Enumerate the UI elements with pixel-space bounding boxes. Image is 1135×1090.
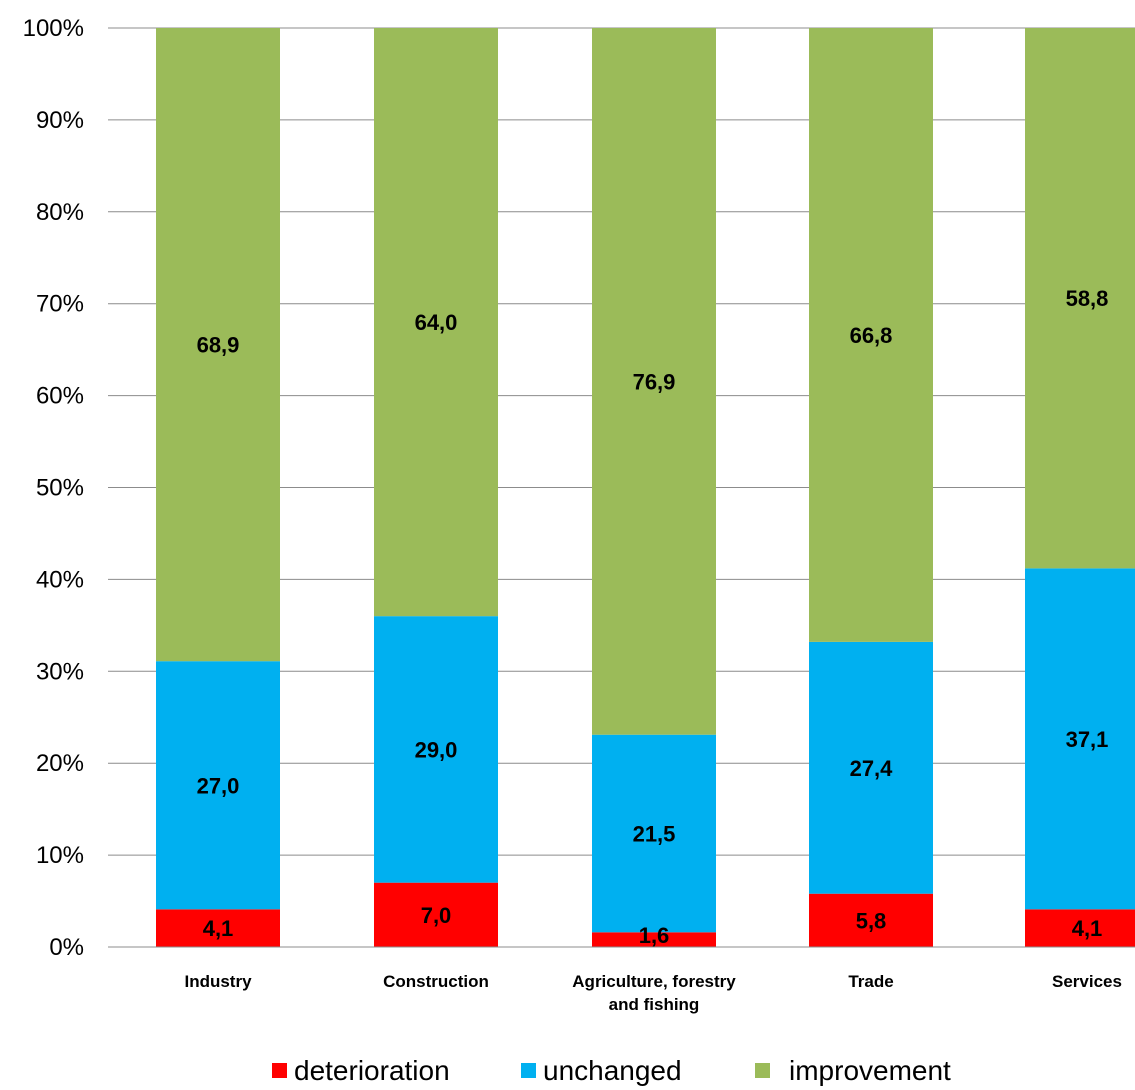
data-label-unchanged: 29,0 — [415, 737, 458, 762]
bars — [156, 28, 1135, 947]
x-axis-category-labels: Industry Construction Agriculture, forestr… — [184, 972, 1122, 1014]
data-label-unchanged: 37,1 — [1066, 727, 1109, 752]
data-label-improvement: 64,0 — [415, 310, 458, 335]
y-tick-label: 100% — [23, 15, 84, 42]
y-tick-label: 90% — [36, 107, 84, 134]
data-label-deterioration: 7,0 — [421, 903, 452, 928]
bar-segment-improvement — [374, 28, 498, 617]
y-tick-label: 0% — [49, 934, 84, 961]
y-tick-label: 20% — [36, 750, 84, 777]
data-label-improvement: 66,8 — [850, 323, 893, 348]
bar-segment-improvement — [809, 28, 933, 642]
x-category-label: Trade — [848, 972, 893, 991]
bar-segment-deterioration — [592, 932, 716, 947]
y-tick-label: 30% — [36, 658, 84, 685]
bar-segment-unchanged — [592, 734, 716, 933]
bar-segment-unchanged — [156, 661, 280, 910]
x-category-label: Services — [1052, 972, 1122, 991]
bar-segment-improvement — [1025, 28, 1135, 569]
data-label-unchanged: 21,5 — [633, 822, 676, 847]
data-label-deterioration: 4,1 — [1072, 916, 1103, 941]
bar-segment-unchanged — [1025, 568, 1135, 910]
y-tick-label: 80% — [36, 199, 84, 226]
data-label-deterioration: 1,6 — [639, 923, 670, 948]
data-label-improvement: 68,9 — [197, 333, 240, 358]
bar-segment-improvement — [156, 28, 280, 662]
legend: deterioration unchanged improvement — [272, 1055, 951, 1086]
legend-swatch-improvement — [755, 1063, 770, 1078]
bar-segment-deterioration — [374, 882, 498, 947]
legend-label-unchanged: unchanged — [543, 1055, 682, 1086]
data-label-unchanged: 27,0 — [197, 773, 240, 798]
legend-swatch-deterioration — [272, 1063, 287, 1078]
data-label-improvement: 76,9 — [633, 369, 676, 394]
bar-segment-unchanged — [809, 641, 933, 894]
x-category-label: and fishing — [609, 995, 700, 1014]
bar-segment-deterioration — [1025, 909, 1135, 947]
y-tick-label: 40% — [36, 566, 84, 593]
x-category-label: Agriculture, forestry — [572, 972, 736, 991]
y-tick-label: 50% — [36, 475, 84, 502]
bar-segment-improvement — [592, 28, 716, 735]
y-tick-label: 60% — [36, 383, 84, 410]
data-labels: 4,1 27,0 68,9 7,0 29,0 64,0 1,6 21,5 76,9 5,8 27,4… — [197, 286, 1109, 948]
legend-swatch-unchanged — [521, 1063, 536, 1078]
bar-segment-deterioration — [809, 893, 933, 947]
x-category-label: Industry — [184, 972, 252, 991]
bar-segment-unchanged — [374, 616, 498, 883]
bar-segment-deterioration — [156, 909, 280, 947]
x-category-label: Construction — [383, 972, 489, 991]
data-label-deterioration: 4,1 — [203, 916, 234, 941]
data-label-improvement: 58,8 — [1066, 286, 1109, 311]
y-axis-tick-labels: 0% 10% 20% 30% 40% 50% 60% 70% 80% 90% 100% — [23, 15, 84, 961]
y-tick-label: 70% — [36, 291, 84, 318]
legend-label-deterioration: deterioration — [294, 1055, 450, 1086]
data-label-unchanged: 27,4 — [850, 756, 894, 781]
y-tick-label: 10% — [36, 842, 84, 869]
data-label-deterioration: 5,8 — [856, 908, 887, 933]
legend-label-improvement: improvement — [789, 1055, 951, 1086]
